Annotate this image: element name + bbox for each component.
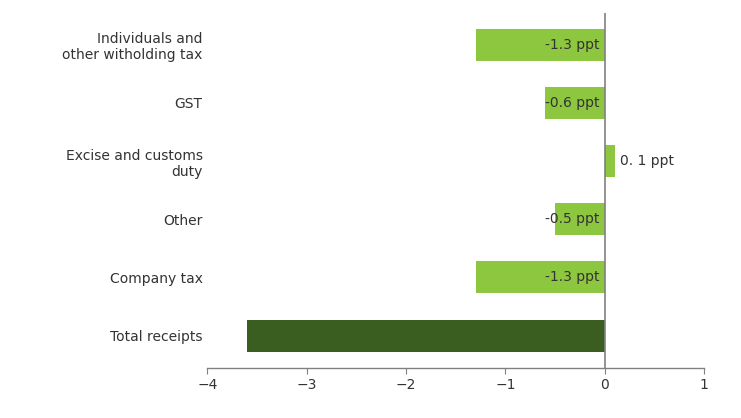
Text: -0.5 ppt: -0.5 ppt — [545, 212, 599, 226]
Text: -0.6 ppt: -0.6 ppt — [545, 96, 599, 110]
Bar — [605, 145, 614, 177]
Text: -3.6%: -3.6% — [614, 329, 654, 343]
Text: -1.3 ppt: -1.3 ppt — [545, 270, 599, 285]
Bar — [476, 29, 605, 61]
Text: 0. 1 ppt: 0. 1 ppt — [619, 154, 674, 168]
Bar — [476, 262, 605, 293]
Bar — [545, 87, 605, 119]
Bar — [555, 203, 605, 235]
Text: -1.3 ppt: -1.3 ppt — [545, 38, 599, 52]
Bar — [247, 320, 605, 352]
